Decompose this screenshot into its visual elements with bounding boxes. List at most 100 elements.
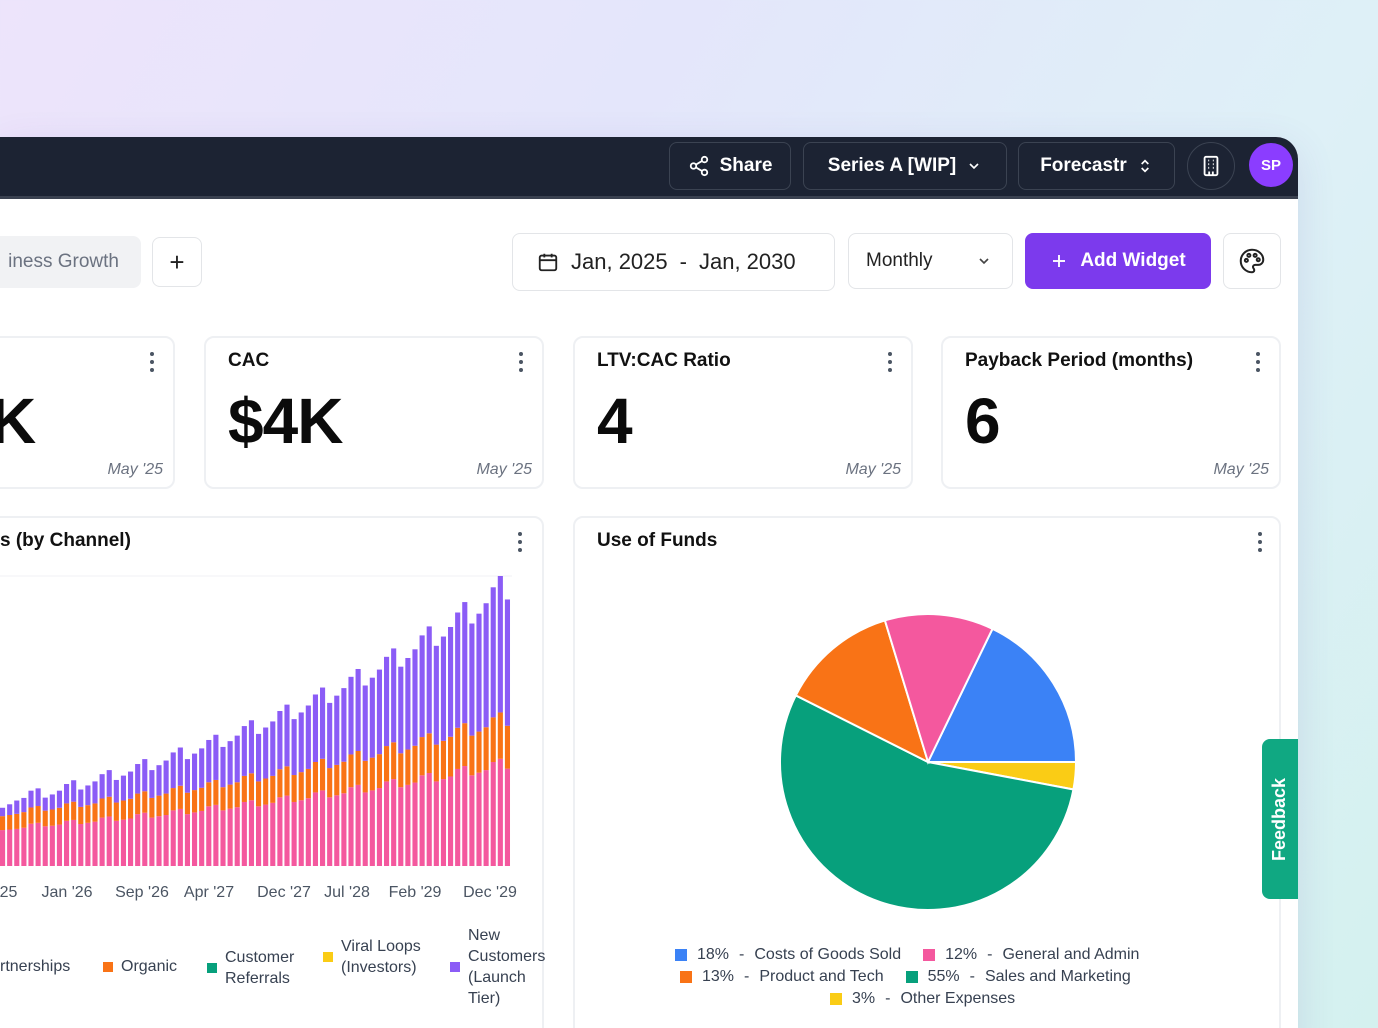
bar-segment[interactable] [369,677,375,758]
add-tab-button[interactable]: + [152,237,202,287]
bar-segment[interactable] [462,723,468,767]
bar-segment[interactable] [497,758,503,866]
bar-segment[interactable] [391,742,397,780]
bar-segment[interactable] [298,800,304,866]
bar-segment[interactable] [106,770,112,797]
bar-segment[interactable] [7,815,13,830]
bar-segment[interactable] [448,736,454,777]
bar-segment[interactable] [142,791,148,813]
bar-segment[interactable] [64,784,70,804]
bar-segment[interactable] [85,805,91,823]
bar-segment[interactable] [412,649,418,746]
bar-segment[interactable] [284,795,290,866]
bar-segment[interactable] [504,599,511,726]
bar-segment[interactable] [170,788,176,811]
bar-segment[interactable] [213,804,219,866]
bar-segment[interactable] [192,790,198,813]
bar-segment[interactable] [21,797,27,813]
bar-segment[interactable] [355,784,361,866]
period-select[interactable]: Monthly [848,233,1013,289]
bar-segment[interactable] [234,782,240,808]
bar-segment[interactable] [0,807,6,817]
bar-segment[interactable] [341,793,347,866]
avatar[interactable]: SP [1249,143,1293,187]
bar-segment[interactable] [92,803,98,822]
bar-segment[interactable] [362,792,368,866]
bar-segment[interactable] [163,793,169,816]
bar-segment[interactable] [270,721,276,776]
bar-segment[interactable] [291,801,297,866]
bar-segment[interactable] [0,816,6,831]
bar-segment[interactable] [355,668,361,751]
kebab-menu-icon[interactable] [518,532,522,552]
bar-segment[interactable] [220,787,226,811]
bar-segment[interactable] [341,761,347,794]
bar-segment[interactable] [341,688,347,762]
bar-segment[interactable] [56,824,63,866]
pie-slice[interactable] [779,694,1075,911]
bar-segment[interactable] [184,792,191,815]
bar-segment[interactable] [206,806,212,866]
bar-segment[interactable] [334,764,340,796]
bar-segment[interactable] [206,782,212,807]
bar-segment[interactable] [256,781,262,807]
tab-business-growth[interactable]: iness Growth [0,236,141,288]
bar-segment[interactable] [391,648,397,743]
bar-segment[interactable] [355,750,361,785]
bar-segment[interactable] [184,759,191,793]
bar-segment[interactable] [56,807,63,825]
bar-segment[interactable] [135,793,141,815]
model-selector[interactable]: Series A [WIP] [803,142,1007,190]
app-selector[interactable]: Forecastr [1018,142,1175,190]
bar-segment[interactable] [78,806,84,824]
bar-segment[interactable] [419,737,425,776]
bar-segment[interactable] [128,798,134,819]
bar-segment[interactable] [376,669,383,755]
bar-segment[interactable] [398,753,404,788]
bar-segment[interactable] [21,812,27,828]
bar-segment[interactable] [256,733,262,782]
kebab-menu-icon[interactable] [519,352,523,372]
bar-segment[interactable] [504,768,511,866]
bar-segment[interactable] [99,774,105,799]
bar-segment[interactable] [7,829,13,866]
bar-segment[interactable] [405,749,411,785]
bar-segment[interactable] [490,761,496,866]
bar-segment[interactable] [49,809,55,826]
bar-segment[interactable] [177,785,183,809]
bar-segment[interactable] [28,790,34,808]
bar-segment[interactable] [433,645,439,745]
bar-segment[interactable] [440,740,447,780]
bar-segment[interactable] [398,666,404,754]
bar-segment[interactable] [42,810,48,827]
bar-segment[interactable] [284,766,290,796]
bar-segment[interactable] [448,776,454,866]
bar-segment[interactable] [469,735,475,776]
kebab-menu-icon[interactable] [1258,532,1262,552]
bar-segment[interactable] [99,798,105,818]
feedback-tab[interactable]: Feedback [1262,739,1298,899]
bar-segment[interactable] [426,773,432,866]
bar-segment[interactable] [149,770,155,798]
bar-segment[interactable] [348,787,354,866]
bar-segment[interactable] [362,685,368,761]
share-button[interactable]: Share [669,142,791,190]
bar-segment[interactable] [405,784,411,866]
bar-segment[interactable] [312,761,319,793]
bar-segment[interactable] [135,764,141,794]
bar-segment[interactable] [270,775,276,803]
bar-segment[interactable] [362,760,368,793]
bar-segment[interactable] [71,780,77,802]
legend-item[interactable]: Organic [103,958,177,976]
bar-segment[interactable] [120,819,127,866]
bar-segment[interactable] [128,818,134,866]
bar-segment[interactable] [113,820,119,866]
bar-segment[interactable] [327,702,333,769]
bar-segment[interactable] [49,794,55,810]
bar-segment[interactable] [64,820,70,866]
bar-segment[interactable] [206,739,212,783]
bar-segment[interactable] [483,603,489,728]
bar-segment[interactable] [220,746,226,788]
bar-segment[interactable] [455,612,461,728]
bar-segment[interactable] [234,807,240,866]
